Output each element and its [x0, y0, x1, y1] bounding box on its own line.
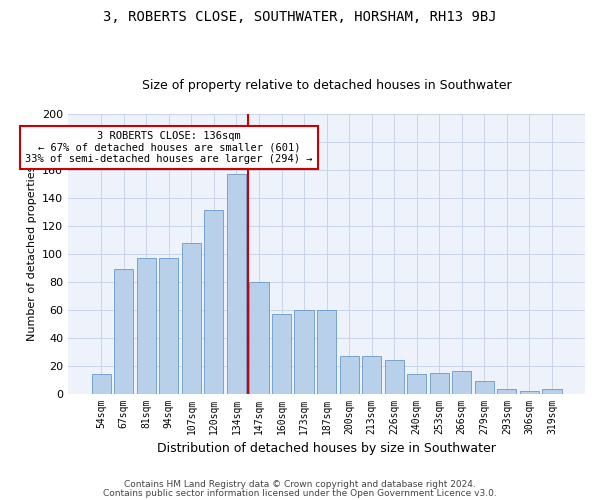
Bar: [497, 390, 517, 394]
Text: Contains HM Land Registry data © Crown copyright and database right 2024.: Contains HM Land Registry data © Crown c…: [124, 480, 476, 489]
Bar: [114, 269, 133, 394]
Bar: [385, 360, 404, 394]
Bar: [520, 391, 539, 394]
Bar: [430, 372, 449, 394]
Bar: [542, 390, 562, 394]
Bar: [272, 314, 291, 394]
Bar: [295, 310, 314, 394]
Bar: [159, 258, 178, 394]
Text: 3 ROBERTS CLOSE: 136sqm
← 67% of detached houses are smaller (601)
33% of semi-d: 3 ROBERTS CLOSE: 136sqm ← 67% of detache…: [25, 131, 313, 164]
Bar: [362, 356, 381, 394]
Bar: [250, 282, 269, 394]
Bar: [182, 242, 201, 394]
Bar: [407, 374, 427, 394]
Bar: [137, 258, 156, 394]
Bar: [92, 374, 111, 394]
Bar: [452, 371, 472, 394]
Title: Size of property relative to detached houses in Southwater: Size of property relative to detached ho…: [142, 79, 511, 92]
Y-axis label: Number of detached properties: Number of detached properties: [26, 166, 37, 342]
Text: 3, ROBERTS CLOSE, SOUTHWATER, HORSHAM, RH13 9BJ: 3, ROBERTS CLOSE, SOUTHWATER, HORSHAM, R…: [103, 10, 497, 24]
Bar: [475, 381, 494, 394]
Bar: [340, 356, 359, 394]
Text: Contains public sector information licensed under the Open Government Licence v3: Contains public sector information licen…: [103, 488, 497, 498]
Bar: [317, 310, 336, 394]
Bar: [227, 174, 246, 394]
Bar: [205, 210, 223, 394]
X-axis label: Distribution of detached houses by size in Southwater: Distribution of detached houses by size …: [157, 442, 496, 455]
